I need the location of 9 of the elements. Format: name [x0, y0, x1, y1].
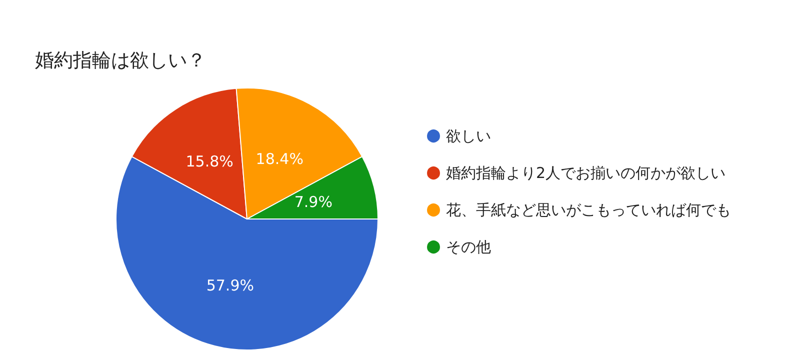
legend-label: 花、手紙など思いがこもっていれば何でも — [446, 201, 731, 219]
legend-label: 欲しい — [446, 127, 491, 145]
data-label: 57.9% — [206, 276, 254, 294]
data-label: 7.9% — [294, 193, 332, 212]
legend-label: 婚約指輪より2人でお揃いの何かが欲しい — [446, 164, 726, 182]
chart-title: 婚約指輪は欲しい？ — [35, 50, 206, 72]
data-label: 15.8% — [186, 152, 234, 171]
legend-label: その他 — [446, 238, 491, 256]
data-label: 18.4% — [256, 150, 304, 168]
